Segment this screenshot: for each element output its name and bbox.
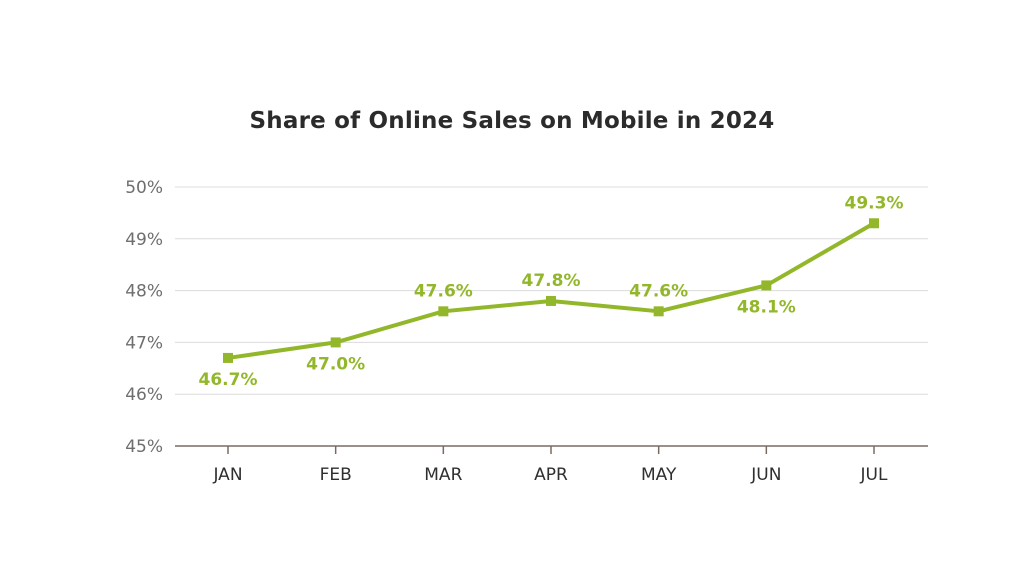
chart-title: Share of Online Sales on Mobile in 2024	[249, 108, 775, 134]
x-tick-label: JUL	[860, 465, 888, 485]
data-label: 48.1%	[737, 297, 796, 317]
data-label: 47.6%	[629, 281, 688, 301]
y-tick-label: 48%	[125, 282, 163, 302]
y-tick-label: 49%	[125, 230, 163, 250]
x-tick-label: APR	[534, 465, 568, 485]
y-tick-label: 47%	[125, 333, 163, 353]
x-tick-label: FEB	[320, 465, 352, 485]
data-point-marker	[869, 218, 879, 229]
x-tick-label: MAY	[641, 465, 677, 485]
data-point-marker	[546, 295, 556, 306]
y-tick-label: 45%	[125, 437, 163, 457]
data-point-marker	[330, 337, 341, 348]
data-point-marker	[761, 280, 772, 291]
y-tick-label: 46%	[125, 385, 163, 405]
y-tick-label: 50%	[125, 178, 163, 198]
x-tick-label: MAR	[424, 465, 462, 485]
data-label: 46.7%	[199, 370, 258, 390]
data-point-marker	[223, 352, 233, 363]
data-point-marker	[653, 306, 664, 317]
data-label: 47.8%	[522, 271, 581, 291]
data-label: 49.3%	[845, 193, 904, 213]
data-label: 47.6%	[414, 281, 473, 301]
data-label: 47.0%	[306, 354, 365, 374]
x-tick-label: JAN	[212, 465, 242, 485]
x-tick-label: JUN	[750, 465, 781, 485]
data-point-marker	[438, 306, 449, 317]
